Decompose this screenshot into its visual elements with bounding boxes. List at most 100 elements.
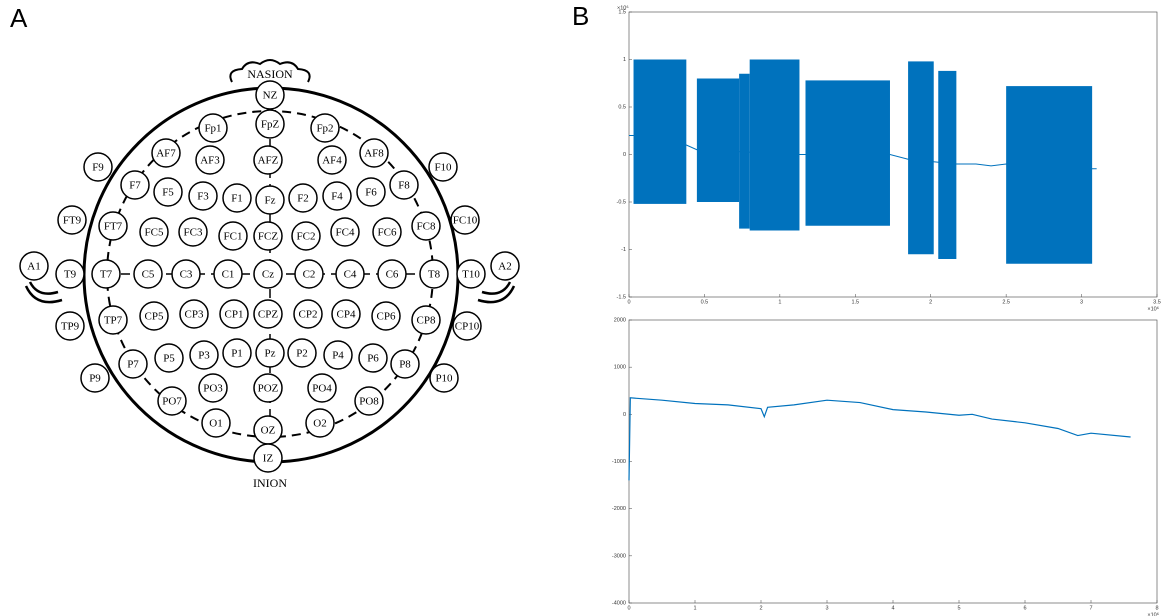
electrode-circle: [419, 259, 449, 289]
electrode-label: F3: [197, 191, 209, 203]
electrode-circle: [120, 170, 150, 200]
electrode-label: CP4: [337, 309, 356, 321]
electrode: Fp1: [198, 113, 228, 143]
electrode: C5: [133, 259, 163, 289]
x-tick-label: 1: [778, 299, 781, 305]
inion-label: INION: [253, 476, 287, 490]
electrode-label: T10: [462, 269, 480, 281]
electrode-circle: [198, 373, 228, 403]
electrode: FC2: [291, 221, 321, 251]
baseline-line: [629, 135, 1097, 170]
electrode-label: C1: [222, 269, 235, 281]
electrode-map: NZ FpZ Fp1 Fp2 AF7 AF3 AFZ AF4 AF8 F9 F10 F7 F5 F3 F1 F…: [19, 80, 520, 473]
electrode-label: C2: [303, 269, 316, 281]
electrode: FC8: [411, 211, 441, 241]
electrode-circle: [307, 373, 337, 403]
electrode-circle: [189, 340, 219, 370]
electrode: Fz: [255, 185, 285, 215]
signal-block: [633, 59, 687, 204]
electrode-circle: [253, 299, 283, 329]
electrode: Cz: [253, 259, 283, 289]
electrode: CP5: [139, 301, 169, 331]
electrode-circle: [371, 301, 401, 331]
electrode-label: F7: [129, 180, 141, 192]
x-tick-label: 5: [957, 605, 960, 611]
electrode-label: T9: [64, 269, 77, 281]
electrode-circle: [389, 170, 419, 200]
electrode-label: NZ: [263, 90, 278, 102]
electrode: F9: [83, 152, 113, 182]
electrode-circle: [80, 363, 110, 393]
electrode-label: C6: [386, 269, 399, 281]
electrode: F2: [288, 183, 318, 213]
x-tick-label: 3: [825, 605, 828, 611]
electrode: CP3: [179, 299, 209, 329]
electrode-circle: [98, 211, 128, 241]
electrode-label: P7: [127, 359, 139, 371]
electrode-circle: [154, 343, 184, 373]
electrode-circle: [222, 183, 252, 213]
electrode-label: F6: [365, 187, 377, 199]
electrode: P10: [429, 363, 459, 393]
electrode-circle: [253, 259, 283, 289]
electrode-circle: [19, 251, 49, 281]
y-tick-label: -1000: [612, 459, 626, 465]
electrode: F8: [389, 170, 419, 200]
electrode-circle: [429, 363, 459, 393]
electrode-circle: [331, 299, 361, 329]
electrode-label: TP7: [104, 315, 123, 327]
electrode: F10: [428, 152, 458, 182]
electrode-label: F1: [231, 193, 243, 205]
electrode-circle: [377, 259, 407, 289]
electrode-circle: [253, 373, 283, 403]
electrode: F6: [356, 177, 386, 207]
electrode-circle: [157, 386, 187, 416]
electrode-label: O1: [209, 418, 222, 430]
electrode-circle: [294, 259, 324, 289]
electrode: P5: [154, 343, 184, 373]
electrode-label: FpZ: [261, 119, 280, 131]
electrode: PO4: [307, 373, 337, 403]
electrode-label: IZ: [263, 453, 274, 465]
electrode-circle: [255, 338, 285, 368]
electrode-label: AF4: [322, 155, 342, 167]
electrode-label: FC1: [224, 231, 243, 243]
electrode: TP7: [98, 305, 128, 335]
electrode-label: FC3: [184, 227, 203, 239]
electrode: PO3: [198, 373, 228, 403]
signal-line: [628, 397, 1131, 481]
electrode: PO8: [354, 386, 384, 416]
y-tick-label: -1: [621, 247, 626, 253]
electrode-label: OZ: [261, 425, 276, 437]
electrode-circle: [57, 205, 87, 235]
signal-block: [908, 61, 934, 255]
electrode-label: O2: [313, 418, 326, 430]
electrode-circle: [411, 305, 441, 335]
x-tick-label: 8: [1155, 605, 1158, 611]
electrode-label: P9: [89, 373, 101, 385]
electrode-circle: [372, 217, 402, 247]
y-tick-label: -3000: [612, 553, 626, 559]
electrode-circle: [195, 145, 225, 175]
electrode-label: PO4: [312, 383, 332, 395]
electrode-label: Fz: [265, 195, 276, 207]
electrode-circle: [151, 138, 181, 168]
electrode-circle: [201, 408, 231, 438]
electrode: P3: [189, 340, 219, 370]
electrode-label: FCZ: [258, 231, 278, 243]
x-exponent: ×10⁶: [1147, 611, 1159, 616]
electrode: F3: [188, 181, 218, 211]
electrode: Pz: [255, 338, 285, 368]
electrode: FC1: [218, 221, 248, 251]
electrode-label: Fp2: [316, 123, 333, 135]
electrode-circle: [118, 349, 148, 379]
electrode-label: CP1: [225, 309, 244, 321]
electrode: FpZ: [255, 109, 285, 139]
electrode-circle: [287, 338, 317, 368]
electrode-label: P10: [435, 373, 453, 385]
electrode: NZ: [255, 80, 285, 110]
electrode: OZ: [253, 415, 283, 445]
electrode-circle: [317, 145, 347, 175]
electrode: FC4: [330, 217, 360, 247]
